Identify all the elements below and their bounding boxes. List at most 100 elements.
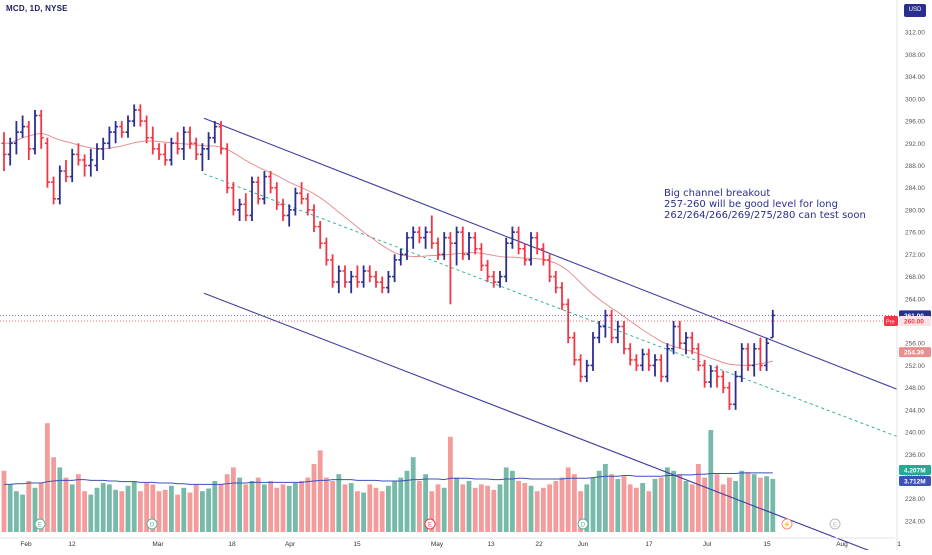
ohlc-bar (739, 343, 745, 383)
volume-bar (200, 491, 205, 532)
ohlc-bar (144, 115, 150, 144)
ohlc-bar (671, 320, 677, 355)
volume-bar (249, 481, 255, 532)
ohlc-bar (522, 243, 528, 266)
channel-midline (203, 173, 901, 439)
ohlc-bar (695, 343, 701, 371)
y-tick-label: 244.00 (905, 407, 925, 414)
volume-bar (14, 491, 19, 532)
ohlc-bar (51, 176, 57, 205)
ohlc-bar (230, 182, 236, 216)
volume-bar (218, 484, 224, 532)
volume-bar (646, 491, 652, 532)
volume-bar (82, 491, 87, 532)
trade-note: Big channel breakout 257-260 will be goo… (664, 188, 866, 221)
ohlc-bar (677, 320, 683, 349)
ohlc-bar (646, 348, 652, 371)
volume-bar (466, 481, 472, 532)
ohlc-bar (584, 359, 590, 383)
channel-upper-line (203, 117, 901, 391)
volume-bar (255, 477, 261, 532)
volume-bar (745, 472, 751, 532)
ohlc-bar (652, 354, 658, 377)
y-tick-label: 312.00 (905, 30, 925, 37)
volume-bar (727, 477, 732, 532)
volume-bar (404, 470, 410, 532)
volume-bar (454, 477, 459, 532)
volume-bar (714, 474, 720, 532)
volume-bar (429, 491, 435, 532)
ohlc-bar (199, 143, 205, 172)
volume-bar (677, 474, 683, 532)
volume-bar (162, 489, 168, 532)
volume-bar (658, 477, 664, 532)
volume-bar (125, 485, 131, 532)
y-axis-bg (897, 0, 932, 550)
volume-bar (603, 464, 608, 532)
note-line-3: 262/264/266/269/275/280 can test soon (664, 210, 866, 221)
ohlc-bar (726, 382, 732, 410)
volume-bar (553, 481, 559, 532)
ohlc-bar (602, 309, 608, 338)
ohlc-bar (578, 354, 584, 383)
ticker-label: MCD, 1D, NYSE (6, 4, 68, 13)
ohlc-bar (342, 265, 348, 288)
volume-bar (386, 485, 391, 532)
volume-bar (32, 487, 38, 532)
volume-bar (57, 467, 63, 532)
ohlc-bar (509, 226, 515, 249)
ohlc-bar (69, 148, 75, 183)
event-marker-icon (781, 518, 793, 530)
ohlc-bar (423, 226, 429, 249)
y-tick-label: 264.00 (905, 296, 925, 303)
y-tick-label: 292.00 (905, 141, 925, 148)
x-tick-label: 15 (763, 541, 771, 548)
event-marker-glyph: D (581, 523, 586, 529)
ohlc-bar (336, 265, 342, 294)
volume-bar (51, 457, 56, 532)
pre-badge-label: Pre (886, 319, 895, 325)
y-tick-label: 268.00 (905, 274, 925, 281)
volume-bar (1, 470, 7, 532)
volume-bar (212, 481, 218, 532)
volume-bar (392, 481, 397, 532)
ohlc-bar (274, 182, 280, 210)
y-tick-label: 248.00 (905, 385, 925, 392)
volume-bar (293, 483, 298, 532)
volume-bar (751, 474, 757, 532)
volume-bar (758, 477, 763, 532)
ohlc-bar (156, 143, 162, 160)
x-tick-label: Apr (285, 541, 296, 548)
volume-bar (138, 491, 143, 532)
ohlc-bar (255, 176, 261, 205)
ohlc-bar (640, 348, 646, 371)
event-marker-glyph: ⚡ (783, 521, 790, 529)
currency-badge[interactable]: USD (904, 4, 926, 17)
x-tick-label: 18 (228, 541, 236, 548)
ohlc-bar (615, 320, 621, 344)
ohlc-bar (689, 332, 695, 355)
event-marker-glyph: D (150, 523, 155, 529)
ohlc-bar (311, 204, 317, 233)
ohlc-bar (218, 121, 224, 155)
ma-price-tag: 254.39 (904, 350, 924, 357)
volume-bar (764, 476, 769, 532)
volume-bar (305, 477, 311, 532)
volume-bar (547, 484, 552, 532)
ohlc-bar (181, 126, 187, 160)
x-tick-label: 15 (353, 541, 361, 548)
volume-bar (69, 484, 75, 532)
volume-bar (336, 474, 342, 532)
event-marker-icon (577, 518, 589, 530)
volume-bar (299, 481, 304, 532)
ohlc-bar (348, 271, 354, 294)
ohlc-bar (379, 276, 385, 294)
ohlc-bar (299, 182, 305, 205)
volume-bar (361, 492, 366, 532)
volume-bar (156, 491, 162, 532)
ohlc-bar (94, 143, 100, 172)
event-marker-glyph: E (428, 523, 432, 529)
ohlc-bar (757, 337, 763, 371)
